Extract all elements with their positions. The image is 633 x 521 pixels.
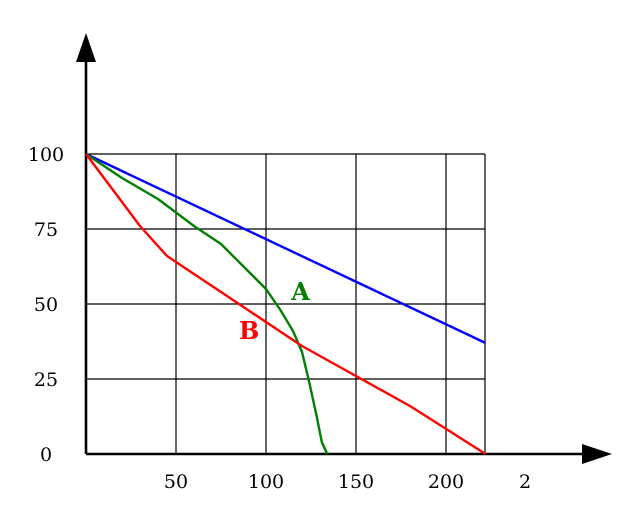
y-axis-arrowhead — [76, 33, 96, 62]
series-label-B: B — [239, 316, 259, 345]
series-line-unlabeled-0 — [85, 152, 487, 345]
y-tick-label: 25 — [34, 369, 58, 391]
y-tick-label: 75 — [34, 219, 58, 241]
series-lines — [85, 152, 487, 456]
y-tick-label: 50 — [34, 294, 58, 316]
y-tick-label: 100 — [28, 144, 64, 166]
series-line-B — [85, 153, 487, 456]
x-tick-label: 50 — [164, 471, 188, 493]
tick-labels: 0 25 50 75 100 50 100 150 200 — [28, 144, 464, 493]
grid — [86, 153, 486, 454]
series-labels: AB — [239, 277, 310, 345]
y-tick-label: 0 — [40, 444, 52, 466]
x-axis-end-label: 2 — [519, 471, 531, 493]
x-tick-label: 150 — [338, 471, 374, 493]
series-label-A: A — [290, 277, 310, 306]
x-axis-arrowhead — [582, 444, 612, 464]
axes — [76, 33, 612, 464]
x-tick-label: 200 — [428, 471, 464, 493]
x-tick-label: 100 — [248, 471, 284, 493]
series-line-A — [85, 153, 329, 455]
